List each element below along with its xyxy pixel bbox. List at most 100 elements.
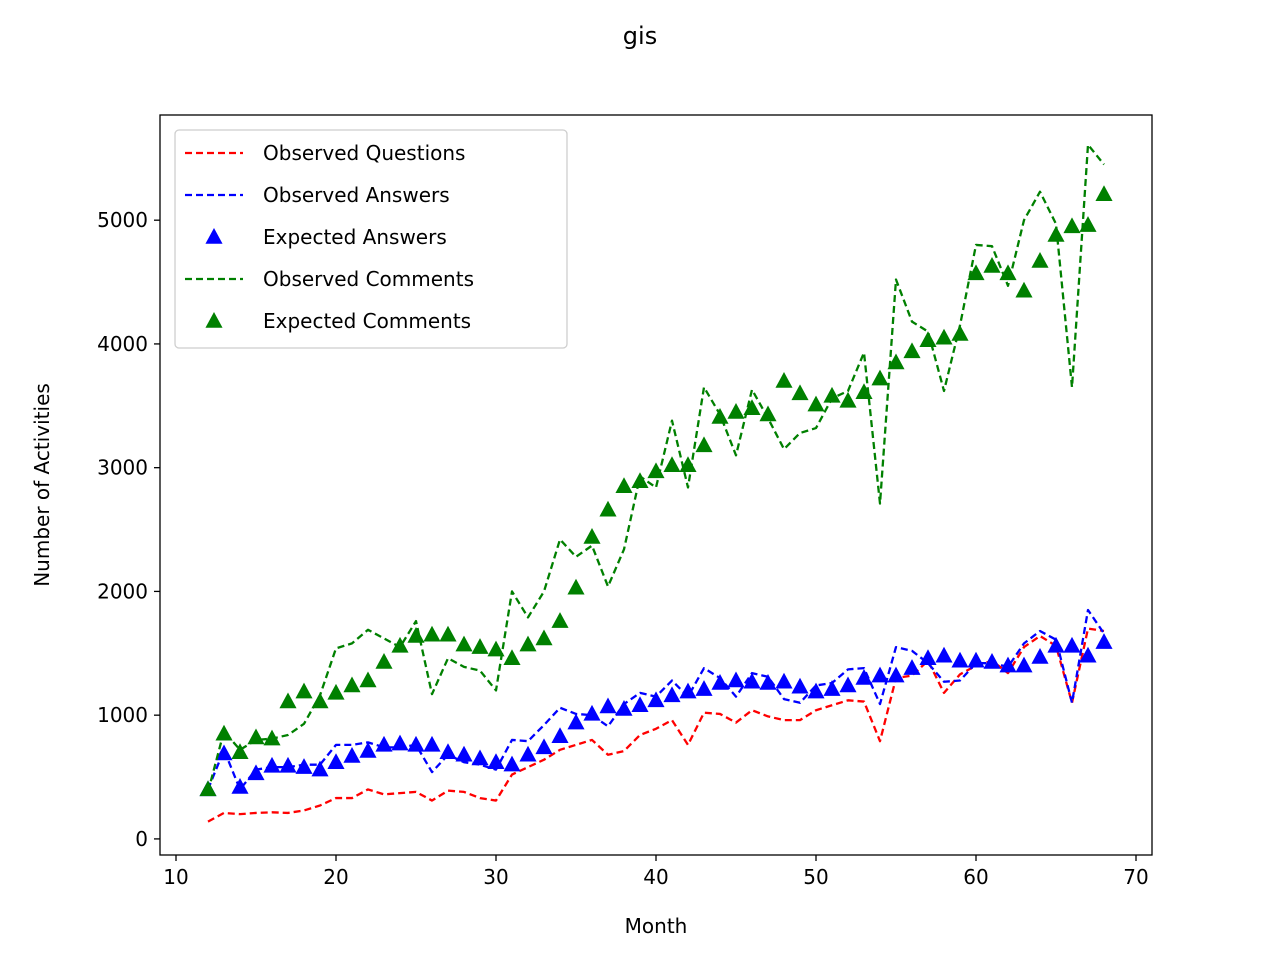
point-expected-answers (471, 749, 489, 766)
legend-box (174, 129, 568, 349)
point-expected-answers (887, 666, 905, 683)
point-expected-comments (711, 407, 729, 424)
point-expected-answers (1095, 633, 1113, 649)
point-expected-answers (1079, 646, 1097, 663)
point-expected-comments (983, 256, 1001, 273)
point-expected-answers (487, 753, 505, 769)
point-expected-comments (663, 456, 681, 472)
point-expected-answers (775, 672, 793, 689)
point-expected-answers (311, 760, 329, 777)
point-expected-answers (375, 735, 393, 752)
point-expected-answers (967, 651, 985, 668)
point-expected-comments (423, 625, 441, 642)
point-expected-comments (375, 652, 393, 669)
x-tick-label: 20 (323, 865, 348, 889)
point-expected-comments (1015, 281, 1033, 298)
point-expected-answers (951, 651, 969, 668)
point-expected-answers (599, 697, 617, 714)
point-expected-comments (391, 636, 409, 653)
point-expected-comments (311, 692, 329, 709)
point-expected-comments (775, 372, 793, 388)
x-tick-label: 30 (483, 865, 508, 889)
point-expected-answers (535, 738, 553, 755)
point-expected-answers (407, 735, 425, 752)
legend-marker-swatch (205, 228, 223, 244)
y-tick-label: 5000 (97, 208, 148, 232)
point-expected-answers (823, 680, 841, 696)
point-expected-answers (455, 745, 473, 762)
point-expected-answers (327, 753, 345, 769)
y-axis-label: Number of Activities (30, 383, 54, 587)
point-expected-answers (1031, 648, 1049, 664)
chart-title: gis (623, 22, 657, 50)
point-expected-comments (647, 462, 665, 479)
point-expected-answers (295, 758, 313, 774)
y-tick-label: 2000 (97, 579, 148, 603)
plot-area (199, 143, 1113, 823)
point-expected-comments (327, 683, 345, 700)
point-expected-comments (631, 472, 649, 489)
point-expected-answers (551, 727, 569, 743)
point-expected-comments (823, 386, 841, 403)
point-expected-comments (1063, 217, 1081, 234)
legend-label: Observed Answers (263, 183, 450, 207)
point-expected-answers (903, 659, 921, 675)
point-expected-answers (359, 742, 377, 758)
point-expected-answers (343, 747, 361, 763)
x-tick-label: 40 (643, 865, 668, 889)
point-expected-comments (791, 384, 809, 401)
legend-label: Observed Comments (263, 267, 474, 291)
point-expected-comments (279, 692, 297, 709)
point-expected-comments (855, 383, 873, 399)
point-expected-comments (455, 635, 473, 652)
point-expected-answers (679, 682, 697, 699)
x-tick-label: 70 (1123, 865, 1148, 889)
point-expected-comments (903, 342, 921, 359)
point-expected-answers (567, 713, 585, 730)
point-expected-answers (279, 756, 297, 773)
point-expected-comments (231, 743, 249, 760)
point-expected-comments (439, 625, 457, 642)
point-expected-comments (199, 780, 217, 797)
point-expected-answers (439, 743, 457, 760)
point-expected-comments (583, 527, 601, 544)
point-expected-answers (1015, 656, 1033, 673)
point-expected-comments (471, 638, 489, 654)
point-expected-answers (759, 673, 777, 690)
point-expected-answers (919, 649, 937, 665)
y-tick-label: 3000 (97, 456, 148, 480)
point-expected-comments (343, 676, 361, 693)
point-expected-comments (487, 640, 505, 657)
x-axis-label: Month (625, 914, 688, 938)
point-expected-comments (935, 328, 953, 345)
point-expected-comments (887, 353, 905, 370)
point-expected-answers (231, 777, 249, 794)
point-expected-comments (999, 264, 1017, 281)
x-tick-label: 10 (163, 865, 188, 889)
x-axis: 10 20 30 40 50 60 70 (163, 855, 1149, 889)
legend-label: Expected Answers (263, 225, 447, 249)
point-expected-answers (871, 666, 889, 683)
point-expected-answers (615, 699, 633, 716)
y-tick-label: 0 (135, 827, 148, 851)
point-expected-comments (295, 682, 313, 699)
point-expected-answers (807, 682, 825, 699)
point-expected-comments (263, 729, 281, 746)
point-expected-answers (983, 652, 1001, 669)
point-expected-comments (599, 500, 617, 517)
legend: Observed Questions Observed Answers Expect… (174, 129, 568, 349)
point-expected-comments (551, 612, 569, 628)
y-axis: 0 1000 2000 3000 4000 5000 (97, 208, 160, 851)
point-expected-answers (1063, 636, 1081, 653)
point-expected-answers (935, 646, 953, 663)
point-expected-comments (1031, 252, 1049, 268)
point-expected-answers (391, 734, 409, 751)
y-tick-label: 1000 (97, 703, 148, 727)
legend-item-observed-questions: Observed Questions (185, 141, 465, 165)
series-line-observed-comments (206, 143, 1105, 793)
point-expected-comments (1047, 226, 1065, 242)
point-expected-answers (999, 656, 1017, 673)
point-expected-comments (759, 405, 777, 422)
plot-frame (159, 114, 1153, 856)
